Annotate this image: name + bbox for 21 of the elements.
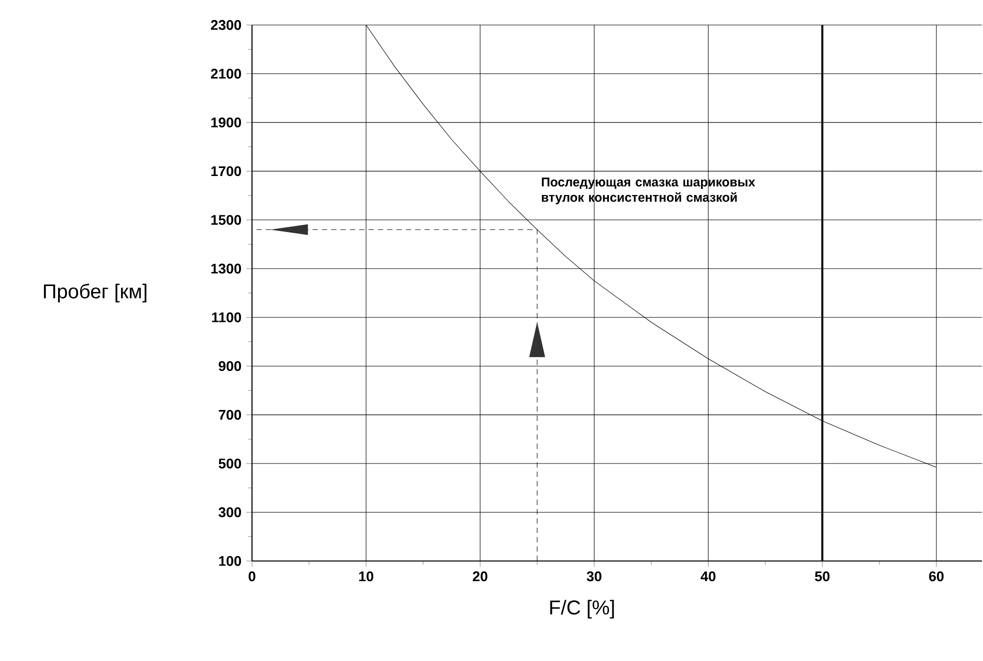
y-tick-label: 500 xyxy=(218,458,242,468)
y-tick-label: 300 xyxy=(218,507,242,518)
y-tick-label: 100 xyxy=(219,556,242,566)
y-tick-label: 1700 xyxy=(211,166,242,176)
y-tick-label: 1300 xyxy=(211,264,242,274)
y-tick-label: 1500 xyxy=(211,214,242,225)
x-tick-label: 30 xyxy=(586,571,602,582)
x-tick-label: 20 xyxy=(472,571,488,582)
y-tick-label: 700 xyxy=(218,410,242,420)
y-tick-label: 2300 xyxy=(210,20,242,30)
x-axis-title: F/C [%] xyxy=(550,600,614,619)
x-tick-label: 10 xyxy=(359,571,374,582)
x-tick-label: 60 xyxy=(929,571,944,582)
y-tick-label: 1900 xyxy=(211,118,242,128)
x-tick-label: 40 xyxy=(700,571,716,582)
y-tick-label: 900 xyxy=(218,361,242,372)
x-tick-label: 0 xyxy=(248,571,256,582)
x-tick-label: 50 xyxy=(814,571,830,582)
y-tick-label: 2100 xyxy=(210,68,242,79)
y-axis-title: Пробег [км] xyxy=(44,284,146,302)
y-tick-label: 1100 xyxy=(212,312,242,322)
